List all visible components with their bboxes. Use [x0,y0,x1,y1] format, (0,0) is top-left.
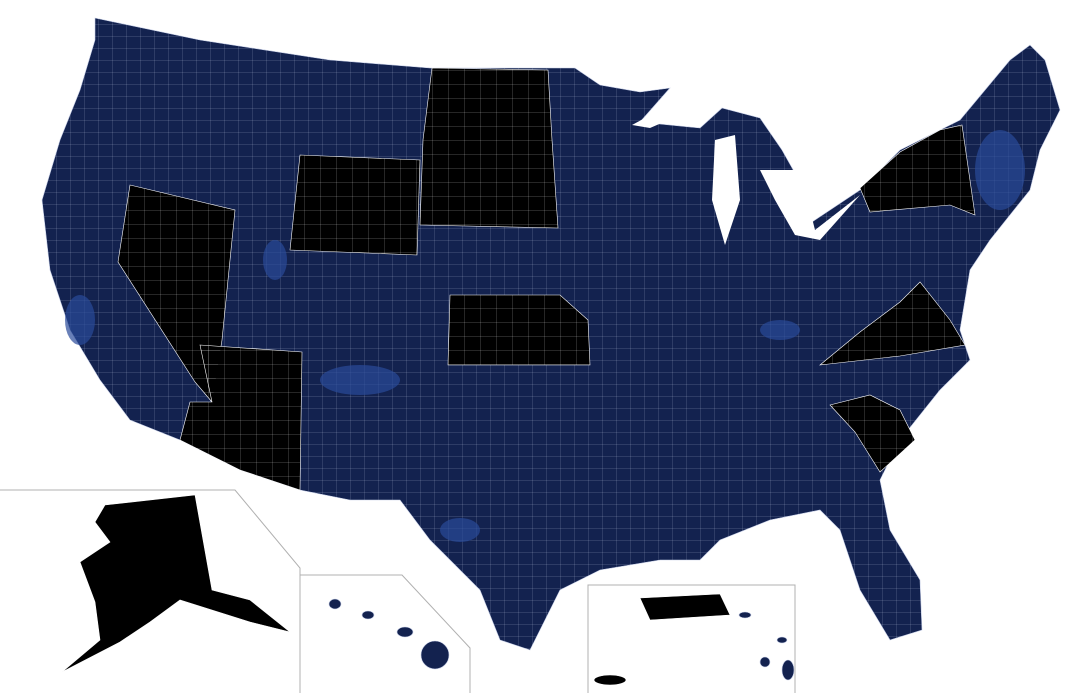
virgin-islands [738,611,752,619]
alaska [61,494,291,673]
northern-mariana [776,636,788,644]
alaska-inset-border [0,489,301,693]
hawaii-island [420,640,450,670]
highlighted-states [117,67,976,491]
lake-superior [632,95,720,128]
highlighted-state-counties [118,68,975,490]
hawaii-inset-border [300,574,471,693]
american-samoa [593,674,627,686]
county-cluster [65,295,95,345]
lake-michigan [712,135,740,245]
lighter-counties [65,130,1025,542]
small-island [759,656,771,668]
puerto-rico [639,593,731,621]
county-cluster [760,320,800,340]
lake-huron-erie [760,170,860,240]
state-alaska [61,494,291,673]
puerto-rico-inset-border [587,584,796,693]
maui-island [396,626,414,638]
inset-borders [0,489,796,693]
mainland [41,17,1061,651]
kauai-island [328,598,342,610]
hawaii [328,598,450,670]
guam [781,659,795,681]
oahu-island [361,610,375,620]
territories [593,593,795,686]
county-cluster [440,518,480,542]
county-cluster [263,240,287,280]
county-cluster [320,365,400,395]
county-cluster [975,130,1025,210]
great-lakes [632,95,860,245]
